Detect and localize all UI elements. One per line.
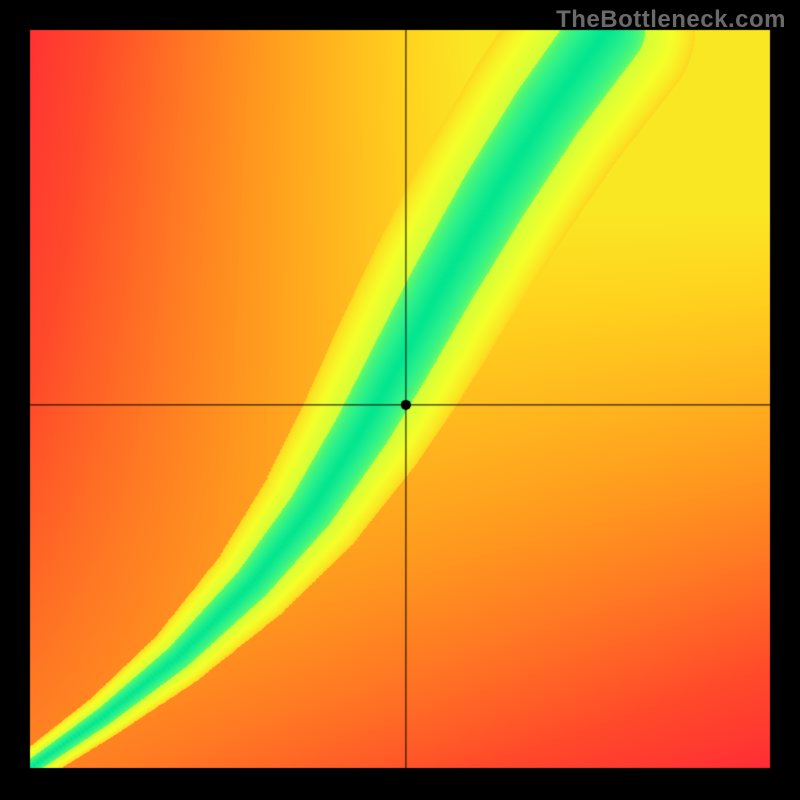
chart-container: TheBottleneck.com — [0, 0, 800, 800]
bottleneck-heatmap — [0, 0, 800, 800]
watermark-text: TheBottleneck.com — [556, 6, 786, 34]
